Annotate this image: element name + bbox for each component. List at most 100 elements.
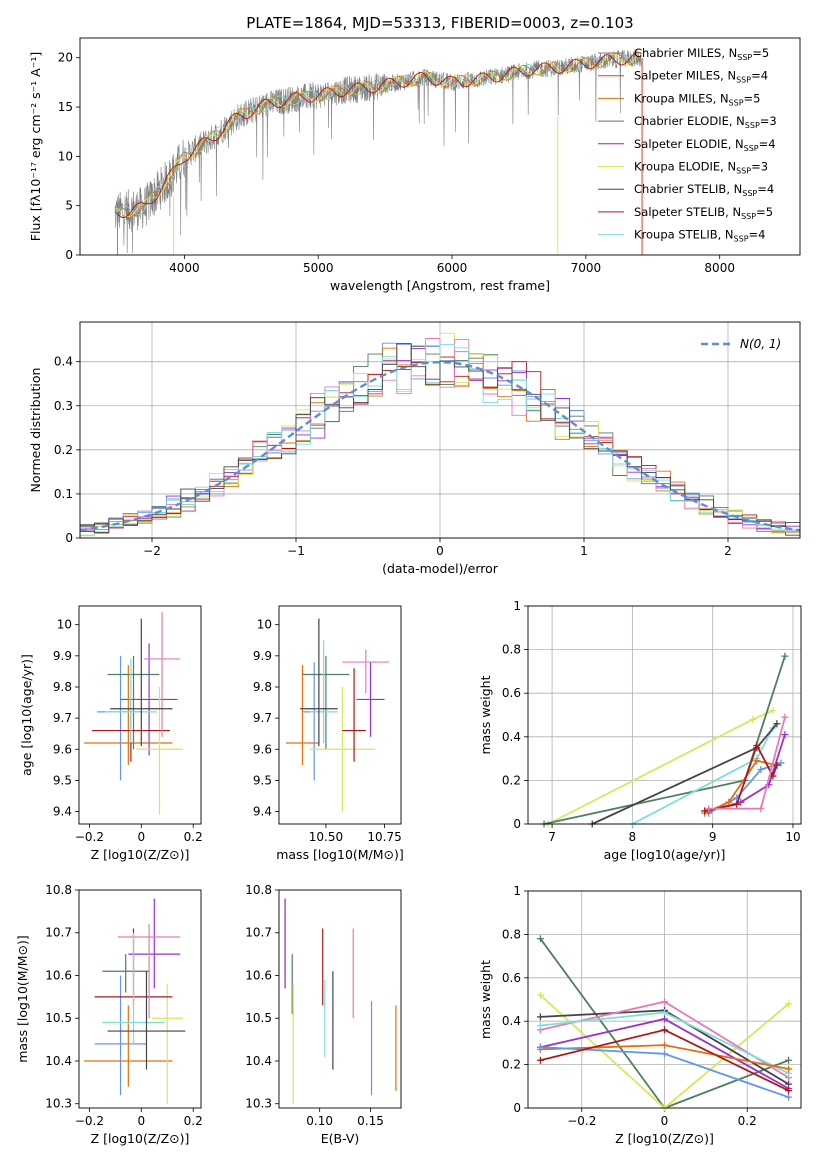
x-axis-label: Z [log10(Z/Z⊙)] — [91, 1131, 190, 1146]
legend-label: Salpeter STELIB, NSSP=5 — [634, 205, 773, 221]
x-tick-label: 8 — [629, 830, 637, 844]
marker-plus — [536, 1013, 544, 1021]
y-tick-label: 1 — [513, 884, 521, 898]
x-axis-label: mass [log10(M/M⊙)] — [276, 847, 404, 862]
y-axis-label: mass weight — [478, 960, 493, 1039]
axes-frame — [78, 889, 202, 1109]
legend-label: Kroupa ELODIE, NSSP=3 — [634, 160, 768, 176]
y-tick-label: 0.2 — [54, 443, 73, 457]
y-tick-label: 9.8 — [253, 680, 272, 694]
y-tick-label: 10.8 — [245, 883, 272, 897]
y-axis-label: Normed distribution — [28, 368, 43, 493]
x-tick-label: 1 — [580, 544, 588, 558]
x-tick-label: 0.2 — [738, 1114, 757, 1128]
y-tick-label: 10.3 — [45, 1097, 72, 1111]
marker-plus — [661, 1026, 668, 1034]
marker-plus — [785, 1087, 793, 1095]
y-tick-label: 9.4 — [253, 805, 272, 819]
y-axis-label: Flux [fλ10⁻¹⁷ erg cm⁻² s⁻¹ A⁻¹] — [28, 52, 43, 241]
marker-plus — [785, 1065, 793, 1073]
marker-plus — [781, 713, 789, 721]
y-tick-label: 10.6 — [245, 968, 272, 982]
legend-label: Chabrier ELODIE, NSSP=3 — [634, 114, 777, 130]
model-spectrum-line — [114, 51, 642, 219]
axes-frame — [527, 890, 802, 1109]
y-tick-label: 0.8 — [502, 643, 521, 657]
x-tick-label: 10 — [785, 830, 800, 844]
plot-area: N(0, 1) — [79, 332, 801, 537]
y-tick-label: 10.7 — [45, 926, 72, 940]
marker-plus — [753, 757, 761, 765]
plot-area — [286, 618, 390, 812]
y-tick-label: 10.8 — [45, 883, 72, 897]
marker-plus — [536, 935, 544, 943]
gaussian-reference-curve — [79, 360, 801, 532]
y-tick-label: 5 — [65, 199, 73, 213]
axes-frame — [79, 37, 801, 256]
x-tick-label: 0.2 — [184, 1114, 203, 1128]
plot-area — [84, 898, 186, 1104]
y-tick-label: 0.1 — [54, 487, 73, 501]
plot-area — [84, 612, 183, 815]
y-tick-label: 0.2 — [502, 1058, 521, 1072]
marker-plus — [777, 759, 785, 767]
y-tick-label: 10.5 — [245, 1011, 272, 1025]
marker-plus — [769, 707, 777, 715]
marker-plus — [785, 1056, 793, 1064]
panel-spectrum: 4000 5000 6000 7000 8000 0 5 10 15 20 wavelength [… — [28, 37, 801, 293]
model-spectrum-line — [114, 51, 642, 218]
y-tick-label: 10.5 — [45, 1011, 72, 1025]
y-tick-label: 1 — [513, 599, 521, 613]
panel-weight_vs_Z: −0.2 0 0.2 0 0.2 0.4 0.6 0.8 1 Z [log10(Z/Z⊙)] mas… — [478, 884, 802, 1146]
x-tick-label: 0 — [137, 1114, 145, 1128]
marker-plus — [661, 1041, 668, 1049]
marker-plus — [785, 1093, 793, 1101]
legend-label: Kroupa STELIB, NSSP=4 — [634, 228, 765, 244]
x-tick-label: 9 — [709, 830, 717, 844]
marker-plus — [757, 805, 765, 813]
x-tick-label: −1 — [287, 544, 305, 558]
x-tick-label: 5000 — [303, 261, 334, 275]
marker-plus — [773, 720, 781, 728]
marker-plus — [701, 807, 709, 815]
legend-label: Chabrier MILES, NSSP=5 — [634, 46, 769, 62]
marker-plus — [769, 772, 777, 780]
x-tick-label: 0.2 — [184, 830, 203, 844]
y-tick-label: 0 — [65, 531, 73, 545]
y-tick-label: 10.3 — [245, 1097, 272, 1111]
legend-label: Salpeter ELODIE, NSSP=4 — [634, 137, 776, 153]
y-tick-label: 9.9 — [53, 649, 72, 663]
legend-label: Kroupa MILES, NSSP=5 — [634, 91, 760, 107]
y-tick-label: 9.7 — [253, 711, 272, 725]
marker-plus — [749, 715, 757, 723]
x-tick-label: 0.15 — [357, 1114, 384, 1128]
spectrum-legend: Chabrier MILES, NSSP=5 Salpeter MILES, NS… — [598, 46, 777, 244]
legend-label: Salpeter MILES, NSSP=4 — [634, 69, 768, 85]
marker-plus — [661, 1015, 668, 1023]
y-tick-label: 20 — [58, 51, 73, 65]
x-tick-label: 4000 — [169, 261, 200, 275]
x-axis-label: Z [log10(Z/Z⊙)] — [91, 847, 190, 862]
x-axis-label: E(B-V) — [321, 1131, 360, 1146]
marker-plus — [781, 652, 789, 660]
panel-mass_vs_EBV: 0.10 0.15 10.3 10.4 10.5 10.6 10.7 10.8 E(B-V) — [245, 883, 402, 1146]
y-tick-label: 0.4 — [502, 730, 521, 744]
marker-plus — [781, 731, 789, 739]
marker-plus — [705, 805, 713, 813]
marker-plus — [536, 1022, 544, 1030]
marker-plus — [733, 800, 741, 808]
y-tick-label: 0 — [65, 248, 73, 262]
y-tick-label: 0.8 — [502, 927, 521, 941]
axes-frame — [527, 605, 802, 825]
y-tick-label: 0 — [513, 1101, 521, 1115]
axes-frame — [78, 605, 202, 825]
marker-plus — [536, 1043, 544, 1051]
legend-label: Chabrier STELIB, NSSP=4 — [634, 182, 774, 198]
panel-residuals: −2 −1 0 1 2 0 0.1 0.2 0.3 0.4 (data-model)/error No… — [28, 321, 801, 576]
plot-area — [536, 935, 793, 1112]
plot-area — [284, 898, 397, 1104]
marker-plus — [757, 766, 765, 773]
figure-title: PLATE=1864, MJD=53313, FIBERID=0003, z=0… — [246, 14, 633, 32]
panel-age_vs_Z: −0.2 0 0.2 9.4 9.5 9.6 9.7 9.8 9.9 10 Z [log10(Z/Z… — [19, 605, 203, 862]
axes-frame — [79, 321, 801, 539]
